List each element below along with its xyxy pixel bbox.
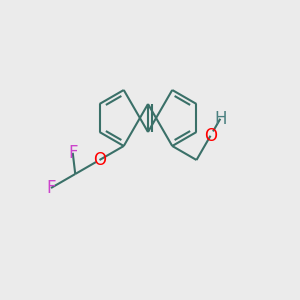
Text: H: H — [214, 110, 226, 128]
Text: F: F — [68, 144, 77, 162]
Text: O: O — [93, 151, 106, 169]
Text: F: F — [46, 179, 56, 197]
Text: O: O — [204, 127, 217, 145]
